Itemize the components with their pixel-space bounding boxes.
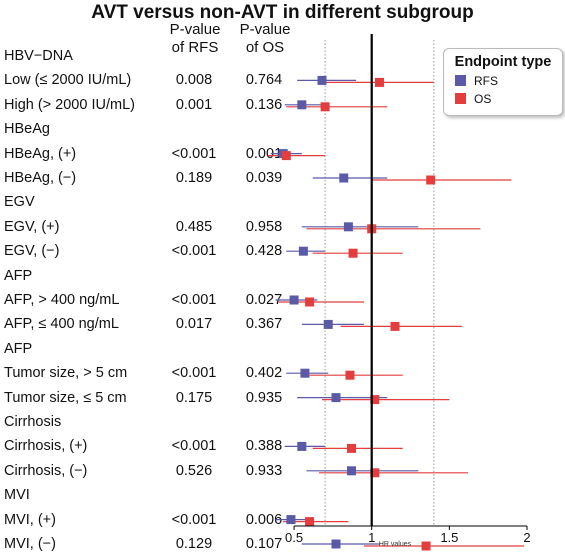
- column-header-p-os: P-value of OS: [239, 21, 291, 56]
- column-header-p-rfs: P-value of RFS: [169, 21, 221, 56]
- subgroup-label: HBeAg, (+): [4, 145, 77, 162]
- p-value-rfs: <0.001: [171, 292, 217, 308]
- legend-title: Endpoint type: [454, 54, 552, 70]
- subgroup-label: AFP, ≤ 400 ng/mL: [4, 316, 119, 333]
- p-value-os: 0.001: [245, 145, 283, 162]
- group-header: HBV−DNA: [4, 48, 73, 64]
- subgroup-label: MVI, (+): [4, 511, 56, 528]
- p-value-os: 0.367: [245, 316, 283, 333]
- p-value-os: 0.388: [245, 438, 283, 455]
- subgroup-label: High (> 2000 IU/mL): [4, 96, 135, 113]
- p-value-os: 0.764: [245, 72, 283, 89]
- point-estimate-rfs: [297, 441, 307, 451]
- p-value-rfs: 0.008: [175, 72, 213, 89]
- point-estimate-os: [305, 297, 315, 307]
- p-value-rfs: <0.001: [171, 365, 217, 382]
- subgroup-label: Low (≤ 2000 IU/mL): [4, 72, 132, 89]
- p-value-rfs: 0.189: [175, 170, 213, 186]
- point-estimate-rfs: [323, 319, 333, 329]
- subgroup-label: Tumor size, ≤ 5 cm: [4, 389, 127, 406]
- p-value-os: 0.958: [245, 218, 283, 235]
- point-estimate-os: [345, 370, 355, 380]
- point-estimate-os: [348, 248, 358, 258]
- point-estimate-rfs: [289, 295, 299, 305]
- group-header: EGV: [4, 194, 35, 211]
- p-value-os: 0.933: [245, 462, 283, 479]
- point-estimate-rfs: [286, 515, 296, 525]
- legend-swatch-rfs: [455, 75, 466, 86]
- group-header: Cirrhosis: [4, 414, 62, 430]
- p-value-rfs: <0.001: [171, 511, 217, 528]
- point-estimate-os: [370, 468, 380, 478]
- group-header: HBeAg: [4, 121, 50, 138]
- subgroup-label: EGV, (+): [4, 218, 60, 235]
- point-estimate-os: [374, 77, 384, 87]
- p-value-rfs: <0.001: [171, 243, 217, 260]
- legend-label-os: OS: [474, 92, 492, 106]
- point-estimate-os: [426, 175, 436, 185]
- p-value-os: 0.935: [245, 389, 283, 406]
- x-tick-label: 0.5: [285, 530, 303, 545]
- x-axis-label: HR values: [378, 541, 412, 548]
- subgroup-label: Tumor size, > 5 cm: [4, 365, 128, 382]
- p-value-rfs: 0.175: [175, 389, 213, 406]
- p-value-rfs: 0.129: [175, 536, 213, 552]
- point-estimate-os: [347, 443, 357, 453]
- subgroup-label: MVI, (−): [4, 536, 56, 552]
- chart-title: AVT versus non-AVT in different subgroup: [91, 2, 474, 23]
- p-value-os: 0.027: [245, 292, 283, 308]
- point-estimate-rfs: [317, 75, 327, 85]
- point-estimate-rfs: [331, 393, 341, 403]
- point-estimate-rfs: [298, 246, 308, 256]
- p-value-os: 0.107: [245, 536, 283, 552]
- group-header: MVI: [4, 487, 30, 504]
- p-value-rfs: 0.001: [175, 96, 213, 113]
- p-value-rfs: 0.017: [175, 316, 213, 333]
- point-estimate-rfs: [300, 368, 310, 378]
- point-estimate-os: [421, 541, 431, 551]
- p-value-rfs: <0.001: [171, 145, 217, 162]
- point-estimate-rfs: [347, 466, 357, 476]
- point-estimate-os: [281, 151, 291, 161]
- x-tick-label: 2: [523, 530, 530, 545]
- x-tick-label: 1: [368, 530, 375, 545]
- p-value-os: 0.136: [245, 96, 283, 113]
- subgroup-label: Cirrhosis, (+): [4, 438, 88, 455]
- p-value-os: 0.006: [245, 511, 283, 528]
- subgroup-label: AFP, > 400 ng/mL: [4, 292, 120, 308]
- x-tick-label: 1.5: [440, 530, 458, 545]
- p-value-rfs: 0.526: [175, 462, 213, 479]
- point-estimate-os: [390, 321, 400, 331]
- point-estimate-rfs: [331, 539, 341, 549]
- point-estimate-os: [305, 517, 315, 527]
- p-value-rfs: 0.485: [175, 218, 213, 235]
- p-value-rfs: <0.001: [171, 438, 217, 455]
- p-value-os: 0.402: [245, 365, 283, 382]
- legend-item-os: OS: [455, 92, 492, 106]
- legend-swatch-os: [455, 93, 466, 104]
- point-estimate-os: [320, 102, 330, 112]
- subgroup-label: HBeAg, (−): [4, 170, 77, 186]
- group-header: AFP: [4, 267, 33, 284]
- legend-label-rfs: RFS: [474, 74, 498, 88]
- group-header: AFP: [4, 340, 33, 357]
- legend-item-rfs: RFS: [455, 74, 498, 88]
- p-value-os: 0.428: [245, 243, 283, 260]
- point-estimate-rfs: [343, 222, 353, 232]
- point-estimate-os: [370, 395, 380, 405]
- subgroup-label: Cirrhosis, (−): [4, 462, 88, 479]
- p-value-os: 0.039: [245, 170, 283, 186]
- point-estimate-rfs: [339, 173, 349, 183]
- subgroup-label: EGV, (−): [4, 243, 60, 260]
- point-estimate-rfs: [297, 100, 307, 110]
- legend: Endpoint type RFS OS: [443, 48, 563, 116]
